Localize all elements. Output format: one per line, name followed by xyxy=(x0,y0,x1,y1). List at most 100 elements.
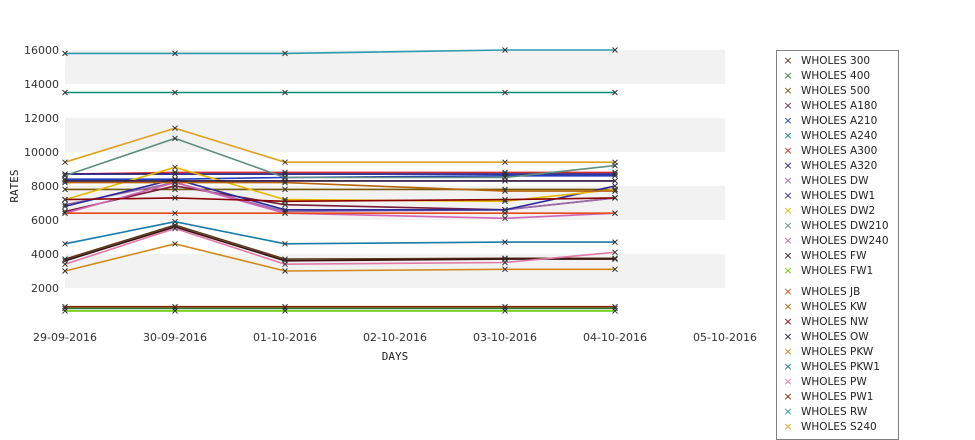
series-10 xyxy=(62,176,618,213)
data-point xyxy=(62,240,68,247)
data-point xyxy=(62,210,68,217)
data-point xyxy=(282,261,288,268)
grid-band xyxy=(65,288,725,322)
data-point xyxy=(612,210,618,217)
data-point xyxy=(502,89,508,96)
legend-item: × WHOLES PKW1 xyxy=(781,359,880,374)
series-19 xyxy=(62,178,618,184)
x-tick-label: 04-10-2016 xyxy=(583,331,647,344)
legend-marker-icon: × xyxy=(783,360,793,373)
series-17 xyxy=(62,179,618,194)
series-21 xyxy=(62,218,618,247)
legend-marker-icon: × xyxy=(783,159,793,172)
data-point xyxy=(502,308,508,314)
data-point xyxy=(62,196,68,203)
data-point xyxy=(612,266,618,273)
legend-label: WHOLES S240 xyxy=(801,421,877,433)
series-25 xyxy=(62,125,618,166)
legend-marker-icon: × xyxy=(783,189,793,202)
y-axis-label: RATES xyxy=(8,169,21,202)
legend-label: WHOLES DW1 xyxy=(801,190,876,202)
data-point xyxy=(612,249,618,256)
legend-marker-icon: × xyxy=(783,420,793,433)
series-24 xyxy=(62,47,618,57)
grid-band xyxy=(65,118,725,152)
legend-marker-icon: × xyxy=(783,330,793,343)
x-axis-ticks: 29-09-2016 30-09-2016 01-10-2016 02-10-2016… xyxy=(33,331,757,344)
series-18 xyxy=(62,195,618,205)
data-point xyxy=(282,303,288,310)
legend-item: × WHOLES RW xyxy=(781,404,867,419)
x-tick-label: 02-10-2016 xyxy=(363,331,427,344)
data-point xyxy=(502,239,508,245)
legend-label: WHOLES A180 xyxy=(801,100,878,112)
y-tick-label: 8000 xyxy=(31,180,59,193)
legend-label: WHOLES DW240 xyxy=(801,235,889,247)
data-point xyxy=(282,210,288,217)
data-point xyxy=(62,203,68,210)
series-6 xyxy=(62,89,618,96)
data-point xyxy=(62,308,68,314)
x-tick-label: 30-09-2016 xyxy=(143,331,207,344)
data-point xyxy=(612,256,618,262)
legend-item: × WHOLES A320 xyxy=(781,158,877,173)
data-point xyxy=(282,198,288,205)
data-point xyxy=(172,308,178,314)
legend-item: × WHOLES OW xyxy=(781,329,869,344)
legend-marker-icon: × xyxy=(783,174,793,187)
data-point xyxy=(172,89,178,96)
legend-item: × WHOLES DW1 xyxy=(781,188,875,203)
legend-item: × WHOLES DW2 xyxy=(781,203,875,218)
x-tick-label: 05-10-2016 xyxy=(693,331,757,344)
series-15 xyxy=(62,308,618,314)
data-point xyxy=(282,50,288,57)
data-point xyxy=(282,178,288,184)
legend-label: WHOLES KW xyxy=(801,301,867,313)
legend-item: × WHOLES PW1 xyxy=(781,389,873,404)
legend-item: × WHOLES A300 xyxy=(781,143,877,158)
data-point xyxy=(172,225,178,232)
data-point xyxy=(612,89,618,96)
grid-band xyxy=(65,50,725,84)
data-point xyxy=(502,303,508,310)
legend-item: × WHOLES FW1 xyxy=(781,263,873,278)
legend-marker-icon: × xyxy=(783,144,793,157)
data-point xyxy=(502,210,508,217)
legend-label: WHOLES PKW1 xyxy=(801,361,880,373)
legend-marker-icon: × xyxy=(783,204,793,217)
data-point xyxy=(612,47,618,53)
legend-label: WHOLES OW xyxy=(801,331,869,343)
x-tick-label: 29-09-2016 xyxy=(33,331,97,344)
legend-label: WHOLES NW xyxy=(801,316,869,328)
data-point xyxy=(612,171,618,177)
legend-item: × WHOLES FW xyxy=(781,248,866,263)
data-point xyxy=(612,255,618,262)
data-point xyxy=(172,178,178,184)
data-point xyxy=(172,303,178,310)
legend-label: WHOLES DW210 xyxy=(801,220,889,232)
legend-label: WHOLES RW xyxy=(801,406,868,418)
legend-label: WHOLES A240 xyxy=(801,130,878,142)
legend-item: × WHOLES DW xyxy=(781,173,868,188)
legend-label: WHOLES A320 xyxy=(801,160,878,172)
legend-item: × WHOLES NW xyxy=(781,314,868,329)
y-tick-label: 12000 xyxy=(24,112,59,125)
data-point xyxy=(62,268,68,274)
data-point xyxy=(282,268,288,274)
data-point xyxy=(62,178,68,184)
data-point xyxy=(282,89,288,96)
data-point xyxy=(612,195,618,201)
legend-marker-icon: × xyxy=(783,264,793,277)
legend-item: × WHOLES S240 xyxy=(781,419,877,434)
legend-item: × WHOLES 500 xyxy=(781,83,870,98)
grid-band xyxy=(65,84,725,118)
legend-label: WHOLES FW1 xyxy=(801,265,874,277)
data-point xyxy=(502,259,508,266)
y-axis-ticks: 2000 4000 6000 8000 10000 12000 14000 16000 xyxy=(24,44,59,295)
legend-item: × WHOLES 400 xyxy=(781,68,870,83)
legend-item: × WHOLES 300 xyxy=(781,53,870,68)
legend-label: WHOLES JB xyxy=(801,286,861,298)
chart: 2000 4000 6000 8000 10000 12000 14000 16000 29-… xyxy=(8,44,757,363)
legend-marker-icon: × xyxy=(783,300,793,313)
legend-label: WHOLES A300 xyxy=(801,145,878,157)
